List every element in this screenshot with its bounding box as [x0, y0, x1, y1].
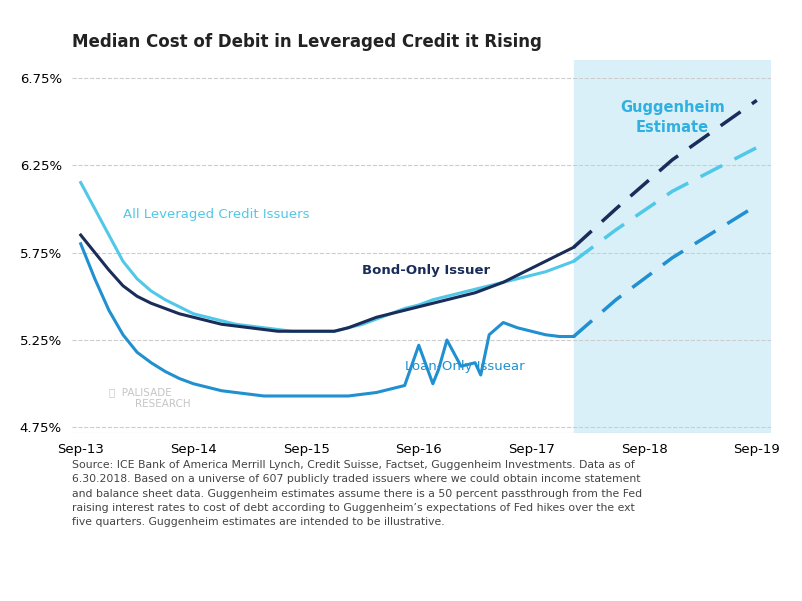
Text: ⧉  PALISADE
        RESEARCH: ⧉ PALISADE RESEARCH	[109, 387, 190, 409]
Bar	[573, 60, 770, 433]
Text: Median Cost of Debit in Leveraged Credit it Rising: Median Cost of Debit in Leveraged Credit…	[72, 33, 541, 51]
Text: Guggenheim
Estimate: Guggenheim Estimate	[619, 100, 723, 135]
Text: Bond-Only Issuer: Bond-Only Issuer	[362, 263, 490, 276]
Text: All Leveraged Credit Issuers: All Leveraged Credit Issuers	[123, 207, 309, 221]
Text: Source: ICE Bank of America Merrill Lynch, Credit Suisse, Factset, Guggenheim In: Source: ICE Bank of America Merrill Lync…	[72, 460, 642, 527]
Text: Loan-Only Issuear: Loan-Only Issuear	[404, 360, 524, 373]
